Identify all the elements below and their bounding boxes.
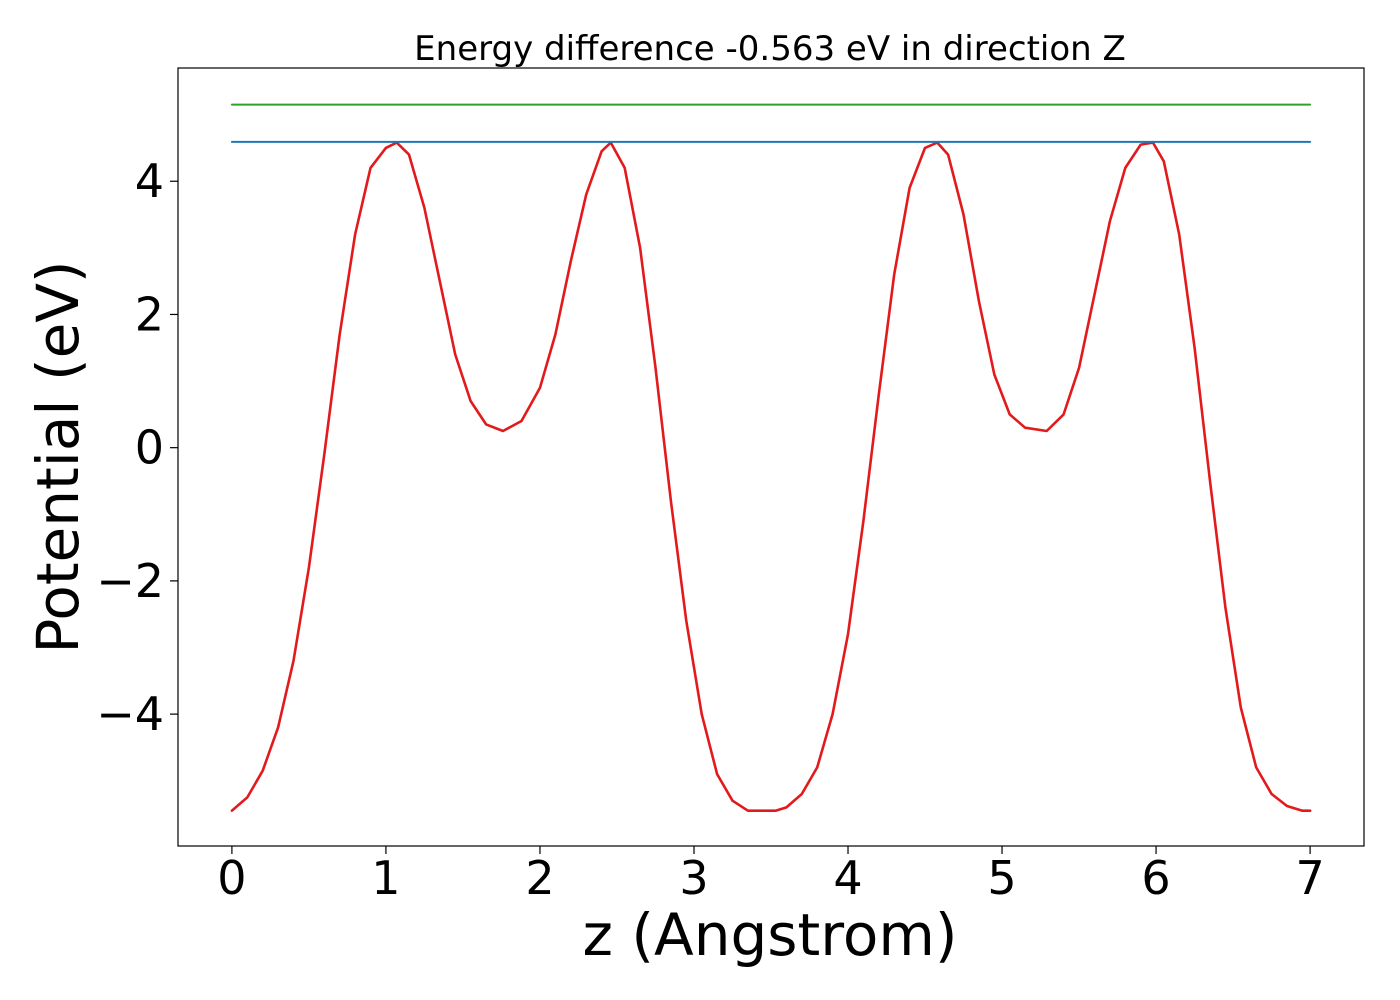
- x-tick-label: 1: [371, 851, 400, 905]
- chart-title: Energy difference -0.563 eV in direction…: [414, 29, 1126, 69]
- x-tick-label: 0: [217, 851, 246, 905]
- y-axis-label: Potential (eV): [24, 260, 92, 653]
- y-tick-label: −4: [96, 687, 164, 741]
- y-tick-label: 4: [135, 154, 164, 208]
- x-tick-label: 4: [833, 851, 862, 905]
- x-tick-label: 2: [525, 851, 554, 905]
- x-tick-label: 5: [987, 851, 1016, 905]
- y-tick-label: 2: [135, 287, 164, 341]
- x-tick-label: 7: [1295, 851, 1324, 905]
- x-tick-label: 3: [679, 851, 708, 905]
- x-axis-label: z (Angstrom): [583, 901, 958, 969]
- plot-area-frame: [177, 67, 1365, 847]
- x-axis-ticks: 0 1 2 3 4 5 6 7: [217, 846, 1325, 905]
- x-tick-label: 6: [1141, 851, 1170, 905]
- y-tick-label: −2: [96, 554, 164, 608]
- y-tick-label: 0: [135, 421, 164, 475]
- y-axis-ticks: −4 −2 0 2 4: [96, 154, 178, 741]
- series-lines: [230, 103, 1312, 813]
- series-line-0: [230, 141, 1312, 813]
